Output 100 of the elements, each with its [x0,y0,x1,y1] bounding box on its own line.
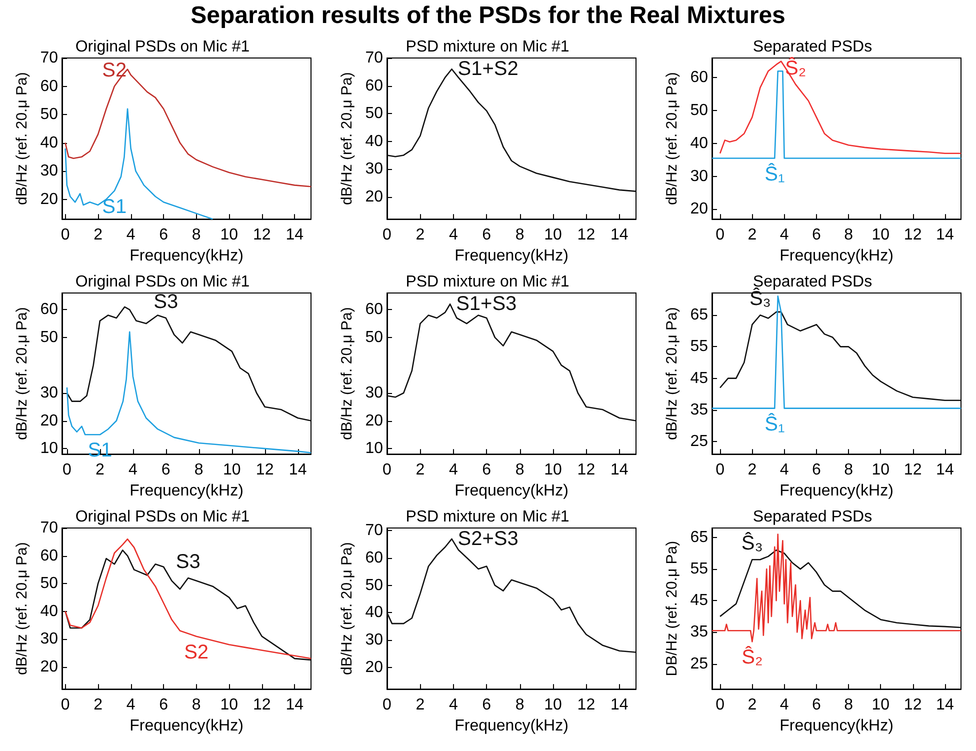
x-tick-label: 12 [904,226,922,244]
x-tick-label: 0 [60,696,70,714]
x-axis-title: Frequency(kHz) [130,718,244,734]
y-axis-title: dB/Hz (ref. 20.μ Pa) [13,307,30,440]
y-axis-title: dB/Hz (ref. 20.μ Pa) [338,542,356,675]
series-label: S3 [154,291,178,313]
x-tick-label: 8 [844,226,854,244]
chart-title: PSD mixture on Mic #1 [406,274,570,290]
x-tick-label: 0 [382,696,392,714]
series-label: S1 [102,196,127,218]
x-tick-label: 2 [416,462,425,479]
series-label: S1+S2 [458,58,518,80]
x-tick-label: 10 [872,696,890,714]
y-tick-label: 60 [365,550,384,567]
x-tick-label: 8 [192,696,201,714]
y-tick-label: 55 [690,338,708,356]
x-tick-label: 12 [577,462,596,479]
x-tick-label: 0 [60,226,70,244]
x-tick-label: 12 [252,226,271,244]
x-tick-label: 6 [812,226,821,244]
x-tick-label: 10 [544,226,562,244]
y-tick-label: 20 [365,658,384,676]
x-tick-label: 2 [94,696,103,714]
y-axis-title: DB/Hz (ref. 20.μ Pa) [663,540,680,676]
y-tick-label: 20 [40,190,58,208]
x-tick-label: 6 [159,226,168,244]
text: Separation results of the PSDs for the Real Mixtures [190,2,786,30]
y-tick-label: 40 [40,602,58,620]
x-axis-title: Frequency(kHz) [130,248,244,264]
y-tick-label: 45 [690,592,708,610]
chart-title: Original PSDs on Mic #1 [75,274,250,290]
x-tick-label: 8 [844,462,854,479]
x-tick-label: 12 [256,462,274,479]
x-tick-label: 6 [812,462,821,479]
x-tick-label: 14 [610,696,628,714]
x-tick-label: 2 [95,462,104,479]
series-label: S2 [184,641,209,664]
y-tick-label: 40 [365,604,384,622]
chart-title: PSD mixture on Mic #1 [406,38,570,56]
x-tick-label: 10 [872,462,890,479]
series-label: Ŝ₂ [784,56,806,80]
series-label: S2+S3 [458,528,518,550]
y-tick-label: 60 [365,301,384,318]
y-tick-label: 70 [365,50,384,66]
x-tick-label: 0 [716,696,725,714]
y-tick-label: 45 [690,370,708,387]
y-tick-label: 20 [40,658,58,676]
x-axis-title: Frequency(kHz) [130,482,244,500]
x-tick-label: 2 [416,696,425,714]
x-tick-label: 12 [577,226,596,244]
y-tick-label: 50 [690,102,708,120]
chart-title: Original PSDs on Mic #1 [75,38,250,56]
y-axis-title: dB/Hz (ref. 20.μ Pa) [663,72,680,205]
series-label: Ŝ₁ [764,162,785,186]
y-tick-label: 20 [365,412,384,430]
x-tick-label: 14 [936,696,954,714]
y-tick-label: 30 [365,384,384,402]
y-tick-label: 40 [40,134,58,152]
x-tick-label: 8 [192,226,201,244]
y-axis-title: dB/Hz (ref. 20.μ Pa) [663,307,680,440]
y-tick-label: 50 [40,106,58,124]
chart-title: Original PSDs on Mic #1 [75,508,250,526]
x-tick-label: 8 [515,462,524,479]
x-tick-label: 14 [936,226,954,244]
x-tick-label: 8 [844,696,854,714]
x-tick-label: 0 [716,226,725,244]
x-tick-label: 4 [448,462,458,479]
y-axis-title: dB/Hz (ref. 20.μ Pa) [13,72,30,205]
x-axis-title: Frequency(kHz) [780,482,894,500]
x-tick-label: 0 [62,462,72,479]
line-series [719,311,962,402]
series-label: Ŝ₁ [764,412,785,436]
x-tick-label: 2 [748,226,757,244]
y-tick-label: 60 [40,547,58,564]
y-tick-label: 70 [40,520,58,536]
y-tick-label: 30 [690,168,708,185]
y-tick-label: 40 [690,134,708,152]
x-tick-label: 4 [780,462,789,479]
x-tick-label: 0 [382,462,392,479]
x-tick-label: 12 [904,696,922,714]
x-tick-label: 4 [448,226,458,244]
x-tick-label: 6 [812,696,821,714]
y-tick-label: 65 [690,306,708,324]
x-tick-label: 14 [286,696,304,714]
x-tick-label: 2 [416,226,425,244]
y-tick-label: 65 [690,528,708,546]
x-axis-title: Frequency(kHz) [454,482,568,500]
y-tick-label: 50 [365,328,384,346]
x-tick-label: 10 [222,462,241,479]
x-tick-label: 14 [288,462,307,479]
x-tick-label: 8 [515,226,524,244]
x-tick-label: 2 [94,226,103,244]
series-label: S1+S3 [456,293,517,316]
y-tick-label: 25 [690,432,708,450]
x-tick-label: 2 [748,462,757,479]
x-tick-label: 10 [544,462,562,479]
y-tick-label: 30 [365,160,384,178]
x-tick-label: 10 [220,696,238,714]
x-tick-label: 10 [544,696,562,714]
x-tick-label: 10 [872,226,890,244]
